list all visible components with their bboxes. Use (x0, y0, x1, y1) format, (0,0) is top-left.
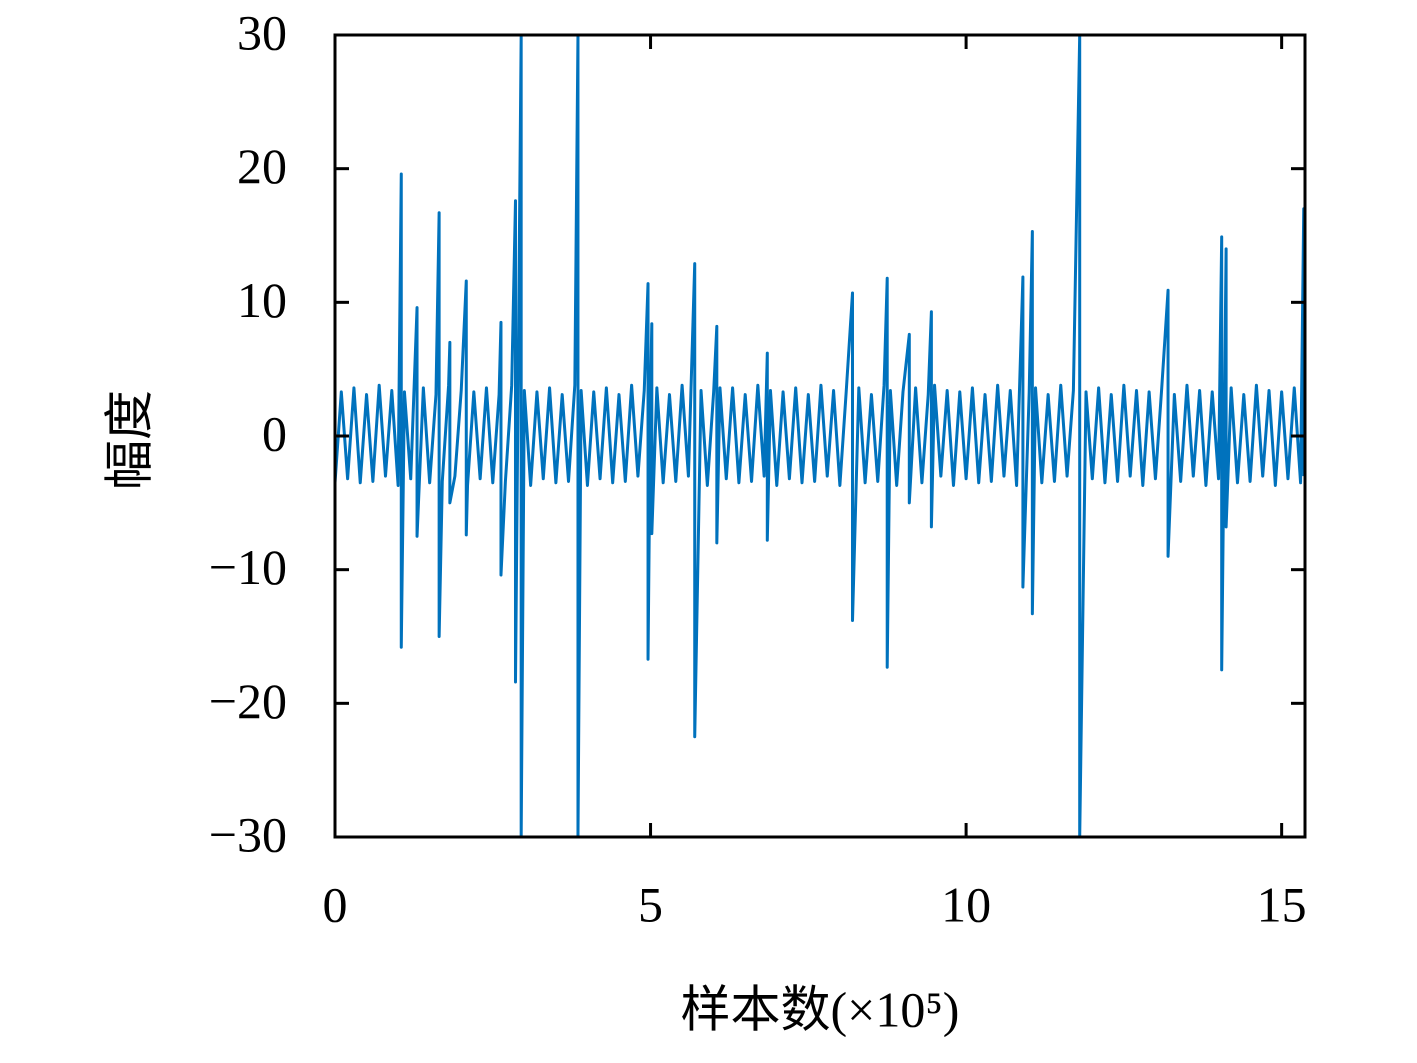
x-tick-label: 10 (941, 876, 991, 932)
y-tick-label: 20 (237, 138, 287, 194)
y-tick-label: 0 (262, 405, 287, 461)
x-tick-label: 0 (323, 876, 348, 932)
y-tick-label: 30 (237, 4, 287, 60)
x-tick-label: 15 (1257, 876, 1307, 932)
y-tick-label: 10 (237, 272, 287, 328)
y-axis-label: 幅度 (101, 390, 157, 490)
y-tick-label: −30 (209, 806, 287, 862)
x-tick-label: 5 (638, 876, 663, 932)
y-tick-label: −10 (209, 539, 287, 595)
y-tick-label: −20 (209, 673, 287, 729)
x-axis-label: 样本数(×10⁵) (681, 981, 960, 1037)
data-line (335, 35, 1305, 837)
